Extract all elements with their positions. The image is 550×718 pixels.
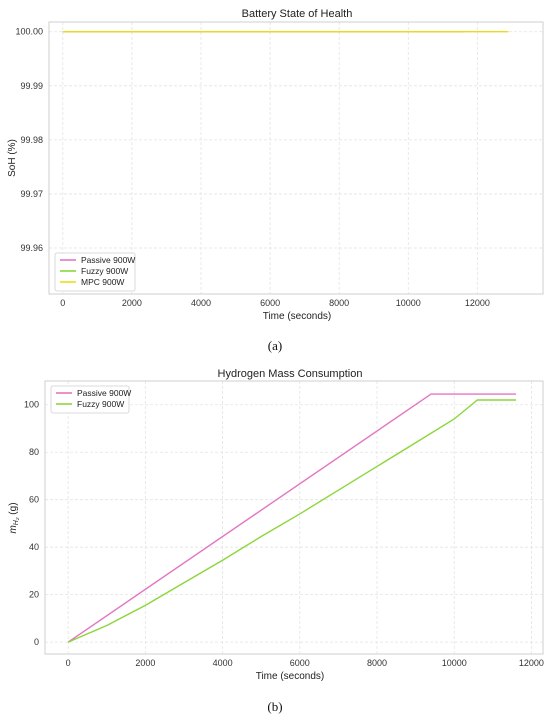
chart-b-legend-label: Passive 900W: [77, 388, 131, 398]
chart-b-legend-label: Fuzzy 900W: [77, 399, 124, 409]
chart-a-y-tick-label: 99.98: [20, 135, 43, 145]
chart-a-x-tick-label: 2000: [122, 298, 142, 308]
chart-b-x-tick-label: 2000: [135, 658, 155, 668]
chart-a-x-tick-label: 6000: [260, 298, 280, 308]
chart-a-y-tick-label: 100.00: [15, 27, 43, 37]
chart-b-x-tick-label: 8000: [367, 658, 387, 668]
chart-a-x-tick-label: 12000: [465, 298, 490, 308]
chart-a-y-tick-label: 99.99: [20, 81, 43, 91]
chart-a-y-tick-label: 99.97: [20, 189, 43, 199]
chart-a-y-label: SoH (%): [7, 139, 18, 177]
chart-b-grid: [45, 381, 543, 654]
chart-a-legend-label: MPC 900W: [81, 277, 124, 287]
chart-a-x-tick-label: 8000: [329, 298, 349, 308]
chart-a-frame: [48, 21, 544, 295]
chart-b-y-label-unit: (g): [8, 502, 19, 517]
chart-a-x-tick-label: 10000: [396, 298, 421, 308]
chart-b-x-tick-label: 12000: [519, 658, 544, 668]
chart-b-y-ticks: 0 20 40 60 80 100: [24, 400, 39, 647]
chart-b-y-tick-label: 80: [29, 447, 39, 457]
chart-b-y-label-main: m: [8, 525, 19, 533]
chart-b-x-tick-label: 6000: [290, 658, 310, 668]
chart-b-series: [67, 393, 516, 643]
caption-b: (b): [267, 699, 282, 714]
chart-b-x-ticks: 0 2000 4000 6000 8000 10000 12000: [66, 658, 544, 668]
chart-b-series-fuzzy-900w: [67, 399, 516, 643]
chart-a-y-tick-label: 99.96: [20, 243, 43, 253]
chart-b-y-tick-label: 60: [29, 495, 39, 505]
chart-b-y-tick-label: 100: [24, 400, 39, 410]
chart-a-legend-label: Fuzzy 900W: [81, 266, 128, 276]
chart-b-y-label-sub: H₂: [13, 517, 20, 525]
chart-b-x-tick-label: 10000: [442, 658, 467, 668]
chart-a-x-ticks: 0 2000 4000 6000 8000 10000 12000: [60, 298, 490, 308]
chart-hydrogen-mass: Hydrogen Mass Consumption 0 2000 4000 6000 8…: [8, 368, 544, 682]
chart-b-y-tick-label: 0: [34, 637, 39, 647]
chart-b-x-tick-label: 4000: [213, 658, 233, 668]
chart-b-y-label: mH₂ (g): [8, 502, 20, 533]
chart-b-x-label: Time (seconds): [256, 671, 325, 682]
chart-b-frame: [44, 380, 544, 655]
chart-a-title: Battery State of Health: [242, 8, 353, 20]
chart-a-legend-label: Passive 900W: [81, 255, 135, 265]
chart-a-y-ticks: 99.96 99.97 99.98 99.99 100.00: [15, 27, 43, 253]
chart-b-series-passive-900w: [67, 393, 516, 643]
chart-battery-soh: Battery State of Health 0 2000 4000 6000 800…: [7, 8, 544, 322]
chart-b-y-tick-label: 20: [29, 590, 39, 600]
chart-b-title: Hydrogen Mass Consumption: [218, 368, 363, 380]
chart-b-x-tick-label: 0: [66, 658, 71, 668]
chart-a-x-tick-label: 0: [60, 298, 65, 308]
chart-a-x-tick-label: 4000: [191, 298, 211, 308]
chart-b-y-tick-label: 40: [29, 542, 39, 552]
caption-a: (a): [268, 338, 282, 353]
chart-a-x-label: Time (seconds): [263, 311, 332, 322]
